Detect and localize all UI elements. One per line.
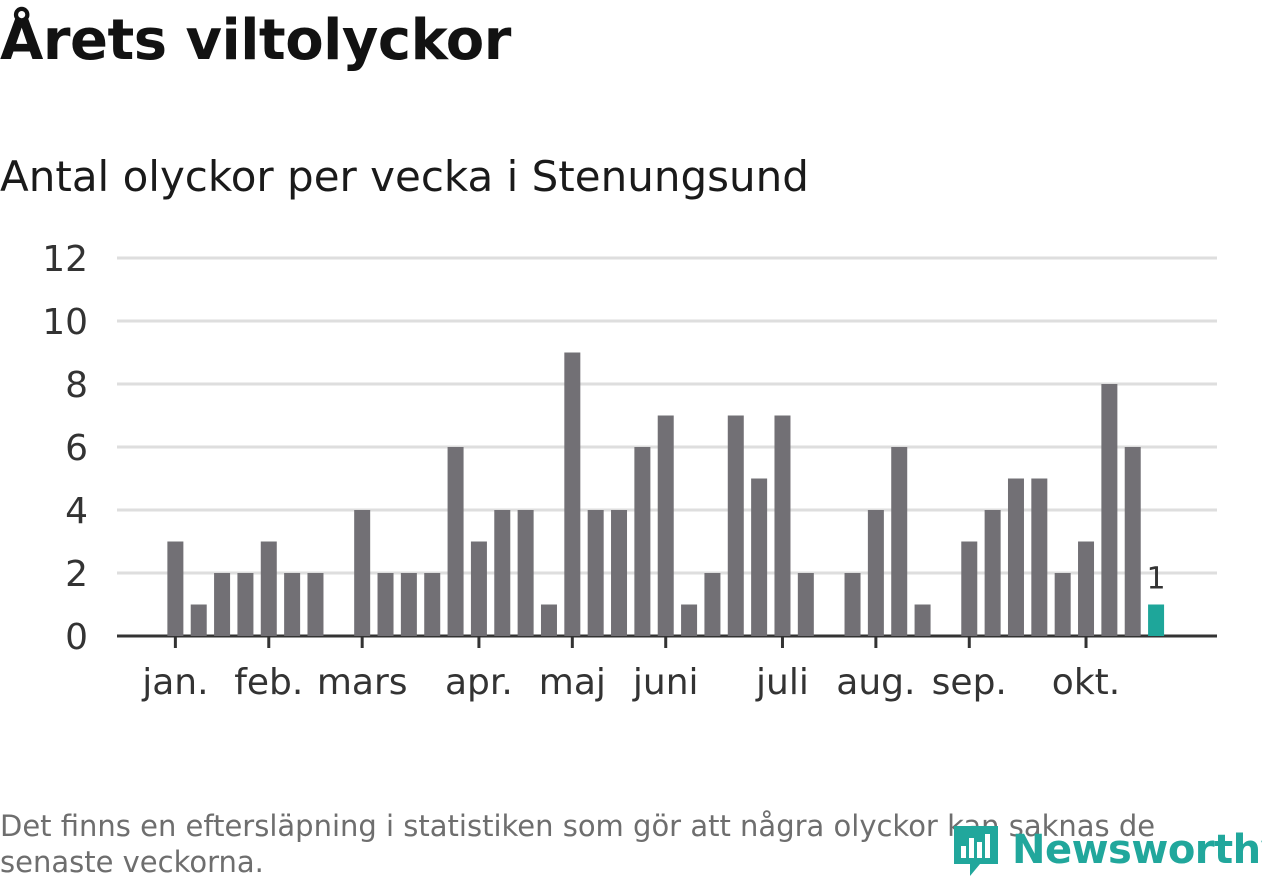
chart-title: Årets viltolyckor — [0, 8, 511, 73]
bar-week-15 — [447, 447, 464, 636]
bar-week-16 — [470, 541, 487, 636]
bar-week-18 — [517, 510, 534, 636]
y-axis-ticks: 0 2 4 6 8 10 12 — [42, 239, 88, 658]
bar-week-44 — [1124, 447, 1141, 636]
x-tick-label-jan.: jan. — [141, 662, 208, 703]
newsworthy-logo[interactable]: Newsworthy — [950, 822, 1262, 878]
x-tick-label-juni: juni — [632, 662, 699, 703]
y-tick-label-4: 4 — [65, 491, 88, 532]
bar-week-23 — [634, 447, 651, 636]
x-tick-label-maj: maj — [539, 662, 606, 703]
bar-week-8 — [284, 573, 301, 636]
bar-week-41 — [1054, 573, 1071, 636]
y-tick-label-10: 10 — [42, 302, 88, 343]
bar-week-20 — [564, 352, 581, 636]
data-label-last-week: 1 — [1147, 562, 1166, 597]
y-tick-label-0: 0 — [65, 617, 88, 658]
bar-week-32 — [844, 573, 861, 636]
bar-week-6 — [237, 573, 254, 636]
bar-week-19 — [540, 604, 557, 636]
bar-week-43 — [1101, 384, 1118, 636]
bar-week-21 — [587, 510, 604, 636]
x-tick-label-juli: juli — [755, 662, 809, 703]
bar-week-3 — [167, 541, 184, 636]
bar-week-33 — [867, 510, 884, 636]
bar-week-38 — [984, 510, 1001, 636]
bar-week-11 — [354, 510, 371, 636]
bars — [167, 352, 1165, 636]
bar-week-4 — [190, 604, 207, 636]
bar-week-30 — [797, 573, 814, 636]
bar-week-14 — [424, 573, 441, 636]
bar-week-40 — [1031, 478, 1048, 636]
x-tick-label-aug.: aug. — [836, 662, 915, 703]
x-tick-label-apr.: apr. — [445, 662, 513, 703]
bar-week-37 — [961, 541, 978, 636]
x-tick-label-feb.: feb. — [234, 662, 303, 703]
newsworthy-logo-icon — [954, 826, 998, 876]
bar-week-7 — [260, 541, 277, 636]
y-tick-label-6: 6 — [65, 428, 88, 469]
y-tick-label-8: 8 — [65, 365, 88, 406]
bar-week-29 — [774, 415, 791, 636]
bar-week-45 — [1148, 604, 1165, 636]
bar-week-26 — [704, 573, 721, 636]
bar-week-12 — [377, 573, 394, 636]
bar-week-39 — [1007, 478, 1024, 636]
bar-week-34 — [891, 447, 908, 636]
bar-week-35 — [914, 604, 931, 636]
brand-name: Newsworthy — [1012, 827, 1262, 873]
y-tick-label-12: 12 — [42, 239, 88, 280]
bar-week-24 — [657, 415, 674, 636]
x-tick-label-mars: mars — [317, 662, 408, 703]
bar-chart: 0 2 4 6 8 10 12 jan. feb. mars apr. maj juni juli aug… — [42, 239, 1217, 703]
x-tick-label-okt.: okt. — [1052, 662, 1120, 703]
x-tick-label-sep.: sep. — [932, 662, 1007, 703]
bar-week-17 — [494, 510, 511, 636]
x-axis-ticks: jan. feb. mars apr. maj juni juli aug. sep. okt. — [141, 636, 1120, 703]
y-tick-label-2: 2 — [65, 554, 88, 595]
bar-week-42 — [1078, 541, 1095, 636]
bar-week-9 — [307, 573, 324, 636]
bar-week-25 — [681, 604, 698, 636]
bar-week-13 — [400, 573, 417, 636]
bar-week-5 — [214, 573, 231, 636]
bar-week-22 — [611, 510, 628, 636]
bar-week-27 — [727, 415, 744, 636]
chart-subtitle: Antal olyckor per vecka i Stenungsund — [0, 152, 809, 201]
data-labels: 1 — [1147, 562, 1166, 597]
bar-week-28 — [751, 478, 768, 636]
